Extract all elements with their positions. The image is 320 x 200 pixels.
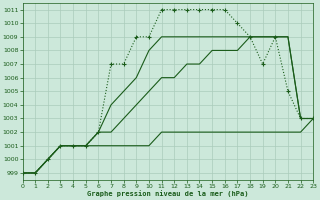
X-axis label: Graphe pression niveau de la mer (hPa): Graphe pression niveau de la mer (hPa) <box>87 190 249 197</box>
